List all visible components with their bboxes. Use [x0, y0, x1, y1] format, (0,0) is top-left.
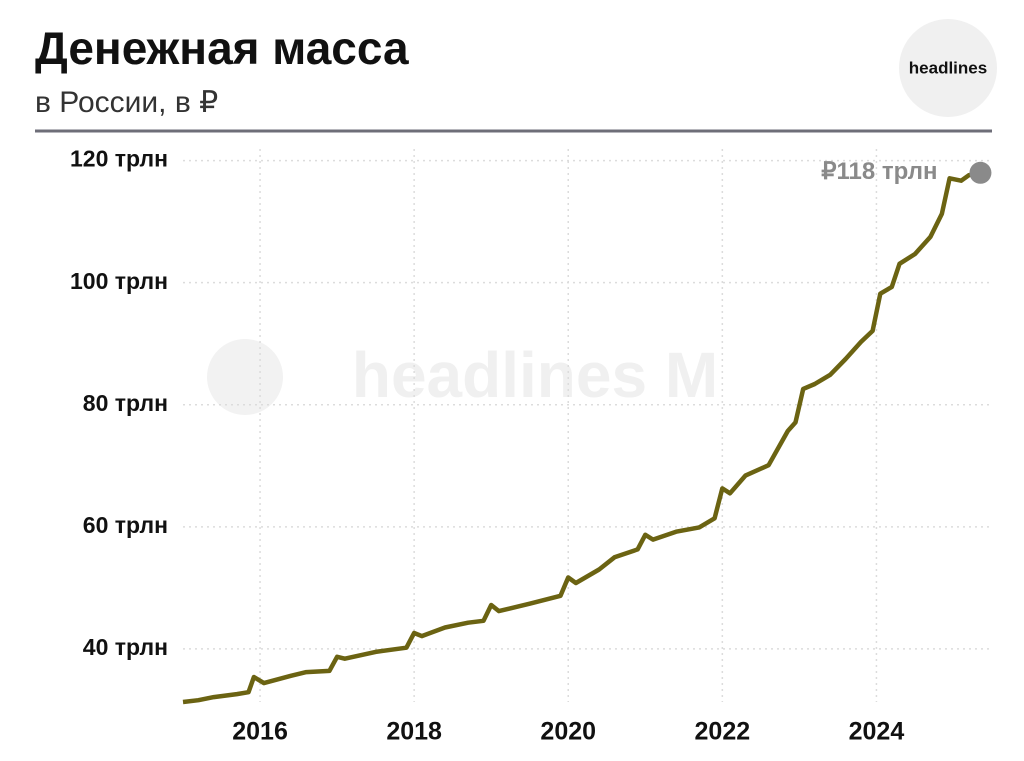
x-tick-label: 2018 [386, 718, 442, 746]
chart-subtitle: в России, в ₽ [35, 86, 218, 119]
logo: headlines [909, 58, 987, 77]
x-tick-label: 2024 [849, 718, 905, 746]
watermark: headlines M [352, 339, 718, 411]
y-tick-label: 60 трлн [83, 512, 168, 538]
logo-circle [899, 19, 997, 117]
x-tick-label: 2022 [695, 718, 751, 746]
annotation: ₽118 трлн [821, 158, 937, 185]
x-tick-label: 2016 [232, 718, 288, 746]
end-marker [969, 161, 992, 184]
chart-title: Денежная масса [35, 22, 409, 74]
y-tick-label: 80 трлн [83, 390, 168, 416]
x-tick-label: 2020 [540, 718, 596, 746]
watermark-icon [207, 339, 283, 415]
y-tick-label: 40 трлн [83, 634, 168, 660]
line-series [182, 170, 981, 705]
y-tick-label: 120 трлн [70, 146, 168, 172]
y-tick-label: 100 трлн [70, 268, 168, 294]
